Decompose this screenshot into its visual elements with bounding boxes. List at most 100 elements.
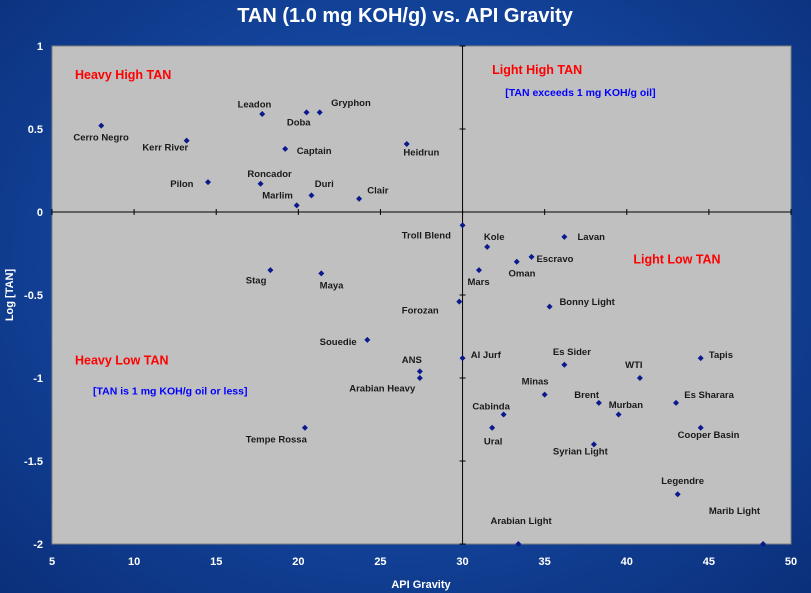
quadrant-label: Heavy Low TAN (75, 354, 169, 368)
point-label: WTI (625, 360, 642, 371)
point-label: Leadon (238, 99, 272, 110)
point-label: Murban (609, 400, 644, 411)
data-point (316, 109, 323, 116)
point-label: Gryphon (331, 98, 371, 109)
data-point (500, 411, 507, 418)
data-point (515, 541, 522, 547)
point-label: Minas (522, 377, 549, 388)
point-label: Mars (467, 277, 489, 288)
x-tick-label: 20 (292, 556, 304, 568)
data-point (489, 424, 496, 431)
point-label: Marib Light (709, 506, 761, 517)
point-label: Maya (320, 280, 344, 291)
data-point (416, 368, 423, 375)
data-point (760, 541, 767, 547)
data-point (636, 375, 643, 381)
data-point (513, 258, 520, 265)
point-label: Troll Blend (402, 231, 451, 242)
point-label: Legendre (661, 476, 704, 487)
quadrant-label: Light High TAN (492, 63, 582, 77)
axes: 5 10 15 20 25 30 35 40 45 50 1 0.5 0 -0.5 -1 -1.5 -2 (24, 41, 797, 568)
data-point (403, 140, 410, 147)
data-point (308, 192, 315, 199)
quadrant-note: [TAN exceeds 1 mg KOH/g oil] (505, 87, 655, 99)
chart-title: TAN (1.0 mg KOH/g) vs. API Gravity (237, 5, 574, 27)
point-label: Clair (367, 186, 388, 197)
quadrant-label: Light Low TAN (633, 252, 720, 266)
data-point (205, 179, 212, 186)
y-tick-label: -2 (33, 539, 43, 551)
data-point (98, 122, 105, 129)
point-label: Arabian Heavy (349, 383, 416, 394)
point-label: Cabinda (472, 402, 510, 413)
point-label: Tempe Rossa (246, 435, 308, 446)
point-label: Escravo (536, 254, 573, 265)
x-tick-label: 50 (785, 556, 797, 568)
data-point (595, 399, 602, 406)
point-label: Forozan (402, 305, 439, 316)
point-label: Marlim (262, 191, 293, 202)
point-labels: Cerro Negro Kerr River Pilon Leadon Doba Gryp… (73, 98, 761, 527)
x-tick-label: 35 (539, 556, 551, 568)
point-label: Doba (287, 118, 311, 129)
data-point (364, 336, 371, 343)
data-point (257, 180, 264, 187)
x-axis-label: API Gravity (391, 579, 451, 591)
point-label: Cooper Basin (678, 430, 740, 441)
point-label: ANS (402, 355, 422, 366)
quadrant-note: [TAN is 1 mg KOH/g oil or less] (93, 386, 247, 398)
x-tick-label: 15 (210, 556, 222, 568)
point-label: Es Sider (553, 347, 591, 358)
point-label: Pilon (170, 179, 193, 190)
y-tick-label: -0.5 (24, 290, 43, 302)
point-label: Lavan (578, 232, 606, 243)
y-tick-label: 0.5 (28, 124, 43, 136)
data-point (546, 303, 553, 310)
data-point (561, 233, 568, 240)
x-tick-label: 40 (621, 556, 633, 568)
point-label: Tapis (709, 350, 733, 361)
data-point (416, 375, 423, 381)
data-point (459, 222, 466, 229)
data-point (456, 298, 463, 305)
data-point (615, 411, 622, 418)
data-point (590, 441, 597, 448)
point-label: Brent (574, 390, 600, 401)
data-point (673, 399, 680, 406)
data-point (528, 253, 535, 260)
data-point (475, 267, 482, 274)
data-point (318, 270, 325, 277)
x-tick-label: 10 (128, 556, 140, 568)
point-label: Cerro Negro (73, 133, 129, 144)
data-point (561, 361, 568, 368)
point-label: Souedie (320, 337, 357, 348)
point-label: Duri (315, 179, 334, 190)
point-label: Oman (509, 269, 536, 280)
data-point (459, 355, 466, 362)
x-tick-label: 5 (49, 556, 55, 568)
data-point (183, 137, 190, 144)
x-tick-label: 25 (374, 556, 386, 568)
data-point (282, 145, 289, 152)
data-point (303, 109, 310, 116)
x-tick-label: 45 (703, 556, 715, 568)
data-point (293, 202, 300, 209)
y-tick-label: -1 (33, 373, 43, 385)
point-label: Bonny Light (559, 297, 615, 308)
data-point (267, 267, 274, 274)
y-axis-label: Log [TAN] (4, 269, 16, 322)
point-label: Kole (484, 232, 505, 243)
point-label: Kerr River (142, 143, 188, 154)
point-label: Es Sharara (684, 390, 734, 401)
point-label: Roncador (247, 169, 292, 180)
point-label: Captain (297, 146, 332, 157)
quadrant-labels: Heavy High TAN Light High TAN Light Low TA… (75, 63, 721, 397)
y-tick-label: 0 (37, 207, 43, 219)
data-point (674, 491, 681, 498)
data-point (301, 424, 308, 431)
quadrant-label: Heavy High TAN (75, 68, 171, 82)
data-point (541, 391, 548, 398)
point-label: Stag (246, 275, 267, 286)
y-tick-label: -1.5 (24, 456, 43, 468)
